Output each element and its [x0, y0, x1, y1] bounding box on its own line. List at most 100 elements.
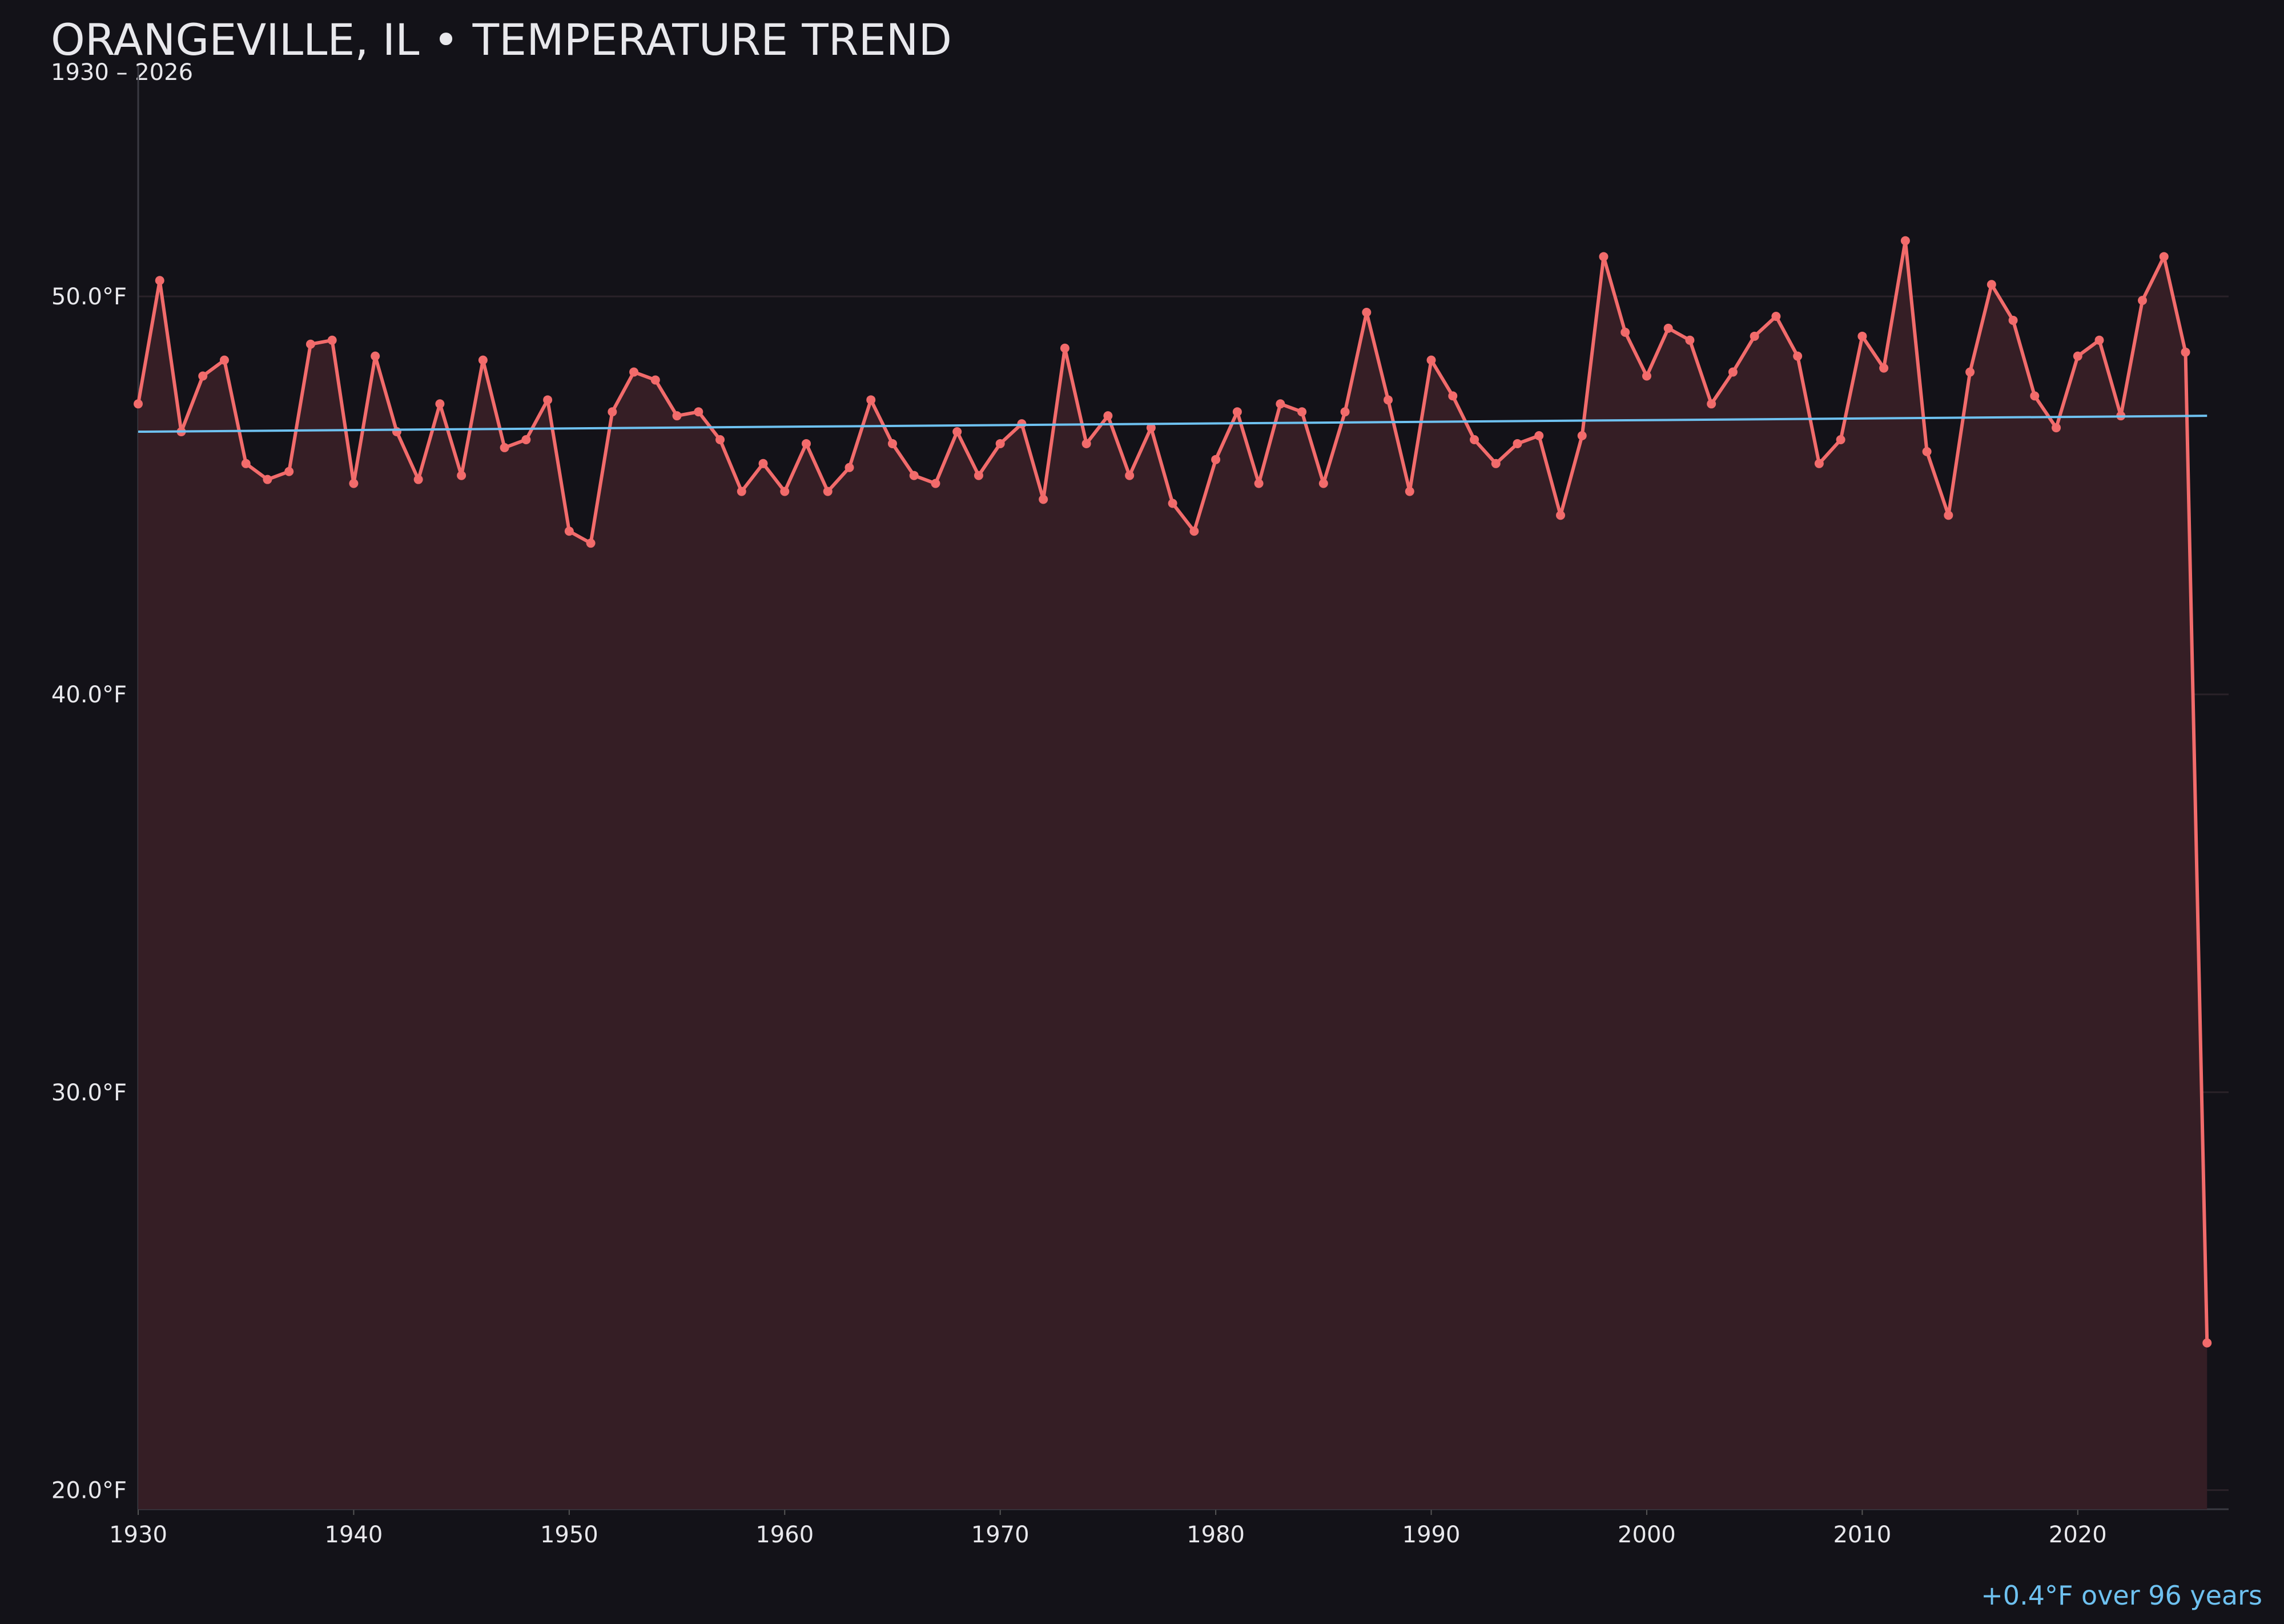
y-tick-label: 50.0°F — [51, 284, 127, 310]
data-point — [500, 443, 509, 452]
data-point — [1707, 399, 1716, 409]
data-point — [241, 459, 251, 468]
data-point — [457, 471, 467, 480]
data-point — [2181, 347, 2190, 357]
data-point — [974, 471, 983, 480]
data-point — [715, 435, 725, 444]
data-point — [1168, 499, 1177, 508]
data-point — [263, 475, 272, 484]
data-point — [1146, 423, 1156, 433]
data-point — [650, 375, 660, 385]
data-point — [845, 463, 854, 472]
x-tick-label: 2010 — [1833, 1522, 1891, 1548]
data-point — [1060, 343, 1069, 353]
data-point — [1922, 447, 1932, 456]
data-point — [1254, 479, 1264, 488]
trend-annotation: +0.4°F over 96 years — [1981, 1580, 2262, 1611]
data-point — [543, 395, 553, 405]
y-tick-label: 20.0°F — [51, 1478, 127, 1504]
data-point — [1599, 252, 1609, 262]
data-point — [1448, 391, 1458, 401]
data-point — [737, 487, 746, 496]
data-point — [1944, 510, 1953, 520]
data-point — [694, 407, 703, 417]
x-tick-label: 2000 — [1618, 1522, 1676, 1548]
data-point — [198, 371, 208, 381]
data-point — [1793, 351, 1803, 361]
data-point — [1900, 236, 1910, 246]
data-point — [1663, 323, 1673, 333]
data-point — [327, 335, 337, 345]
data-point — [284, 467, 294, 476]
data-point — [1340, 407, 1350, 417]
data-point — [2094, 335, 2104, 345]
data-point — [1491, 459, 1501, 468]
data-point — [1318, 479, 1328, 488]
data-point — [2073, 351, 2082, 361]
data-point — [1685, 335, 1695, 345]
y-tick-label: 40.0°F — [51, 682, 127, 708]
data-point — [155, 276, 164, 286]
data-point — [1125, 471, 1135, 480]
data-point — [521, 435, 531, 444]
data-point — [1276, 399, 1285, 409]
data-point — [219, 355, 229, 365]
data-point — [1987, 280, 1996, 290]
chart-subtitle: 1930 – 2026 — [51, 59, 193, 86]
data-point — [2159, 252, 2169, 262]
x-tick-label: 1930 — [109, 1522, 167, 1548]
data-point — [413, 475, 423, 484]
data-point — [1577, 431, 1587, 441]
x-tick-label: 2020 — [2049, 1522, 2107, 1548]
data-point — [758, 459, 768, 468]
y-tick-label: 30.0°F — [51, 1080, 127, 1106]
data-point — [1513, 439, 1522, 448]
data-point — [1362, 308, 1372, 317]
data-point — [672, 411, 682, 421]
chart-title: ORANGEVILLE, IL • TEMPERATURE TREND — [51, 14, 952, 65]
data-point — [1384, 395, 1393, 405]
data-point — [823, 487, 833, 496]
data-point — [1814, 459, 1824, 468]
data-point — [1836, 435, 1845, 444]
x-tick-label: 1950 — [540, 1522, 598, 1548]
data-point — [1857, 331, 1867, 341]
data-point — [586, 538, 596, 548]
data-point — [1189, 526, 1199, 536]
data-point — [1470, 435, 1479, 444]
data-point — [2030, 391, 2040, 401]
data-point — [1039, 495, 1048, 504]
x-tick-label: 1980 — [1187, 1522, 1245, 1548]
data-point — [1405, 487, 1414, 496]
data-point — [1642, 371, 1651, 381]
data-point — [478, 355, 488, 365]
data-point — [2008, 315, 2018, 325]
data-point — [349, 479, 359, 488]
data-point — [435, 399, 445, 409]
data-point — [1297, 407, 1307, 417]
data-point — [866, 395, 876, 405]
x-tick-label: 1960 — [755, 1522, 814, 1548]
data-point — [995, 439, 1005, 448]
data-point — [2052, 423, 2061, 433]
data-point — [1965, 367, 1975, 377]
x-tick-label: 1970 — [971, 1522, 1030, 1548]
data-point — [564, 526, 574, 536]
data-point — [1728, 367, 1738, 377]
data-point — [887, 439, 897, 448]
data-point — [629, 367, 639, 377]
data-point — [952, 427, 962, 437]
data-point — [608, 407, 617, 417]
data-point — [931, 479, 940, 488]
data-point — [780, 487, 790, 496]
data-point — [2138, 296, 2148, 305]
data-point — [909, 471, 919, 480]
data-point — [2202, 1338, 2212, 1348]
data-point — [1771, 311, 1781, 321]
data-point — [1426, 355, 1436, 365]
x-tick-label: 1940 — [325, 1522, 383, 1548]
trend-line — [138, 415, 2207, 433]
data-point — [134, 399, 143, 409]
data-point — [1534, 431, 1544, 441]
